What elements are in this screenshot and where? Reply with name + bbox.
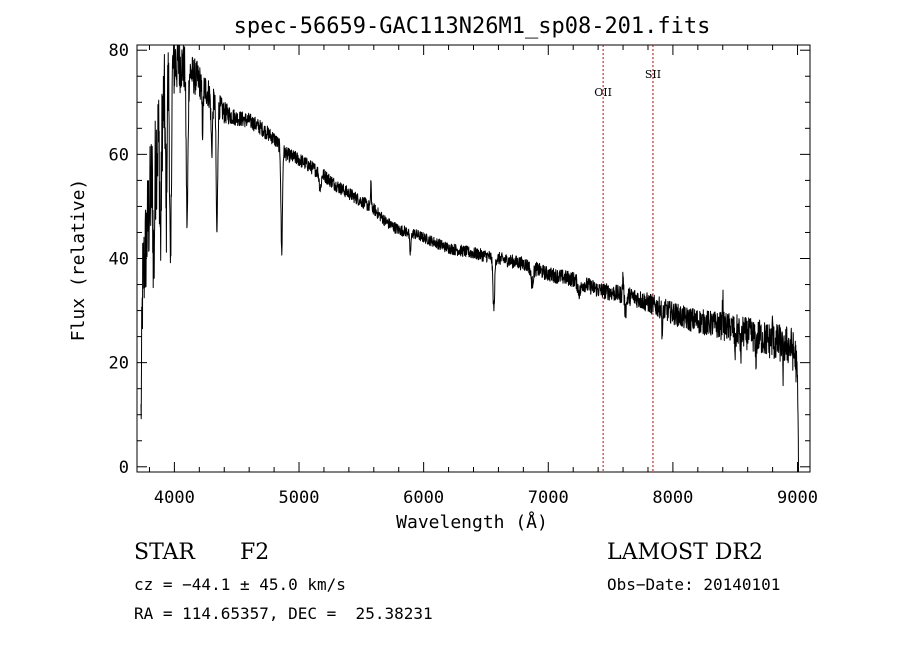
coordinates-text: RA = 114.65357, DEC = 25.38231 bbox=[134, 604, 433, 623]
object-type: STAR bbox=[134, 540, 195, 565]
obs-date-text: Obs−Date: 20140101 bbox=[607, 575, 781, 594]
y-tick-label: 80 bbox=[109, 41, 129, 61]
plot-frame bbox=[136, 44, 811, 473]
survey-release: LAMOST DR2 bbox=[607, 540, 763, 565]
x-tick-label: 6000 bbox=[403, 488, 444, 508]
y-tick-label: 20 bbox=[109, 354, 129, 374]
x-axis-label: Wavelength (Å) bbox=[396, 511, 548, 533]
x-tick-label: 9000 bbox=[777, 488, 818, 508]
chart-title: spec-56659-GAC113N26M1_sp08-201.fits bbox=[234, 14, 711, 39]
y-tick-label: 60 bbox=[109, 145, 129, 165]
emission-line-label: OII bbox=[594, 86, 612, 99]
object-subclass: F2 bbox=[240, 540, 270, 565]
y-tick-label: 40 bbox=[109, 250, 129, 270]
redshift-text: cz = −44.1 ± 45.0 km/s bbox=[134, 575, 346, 594]
y-tick-label: 0 bbox=[119, 458, 129, 478]
x-tick-label: 8000 bbox=[652, 488, 693, 508]
y-axis-label: Flux (relative) bbox=[68, 179, 89, 342]
y-axis-ticks: 0 20 40 60 80 bbox=[109, 41, 810, 478]
x-tick-label: 5000 bbox=[279, 488, 320, 508]
spectrum-line bbox=[140, 44, 799, 473]
x-tick-label: 4000 bbox=[154, 488, 195, 508]
x-tick-label: 7000 bbox=[528, 488, 569, 508]
emission-line-markers: OII SII bbox=[594, 45, 661, 472]
x-axis-ticks: 4000 5000 6000 7000 8000 9000 bbox=[148, 45, 818, 508]
emission-line-label: SII bbox=[645, 68, 661, 81]
